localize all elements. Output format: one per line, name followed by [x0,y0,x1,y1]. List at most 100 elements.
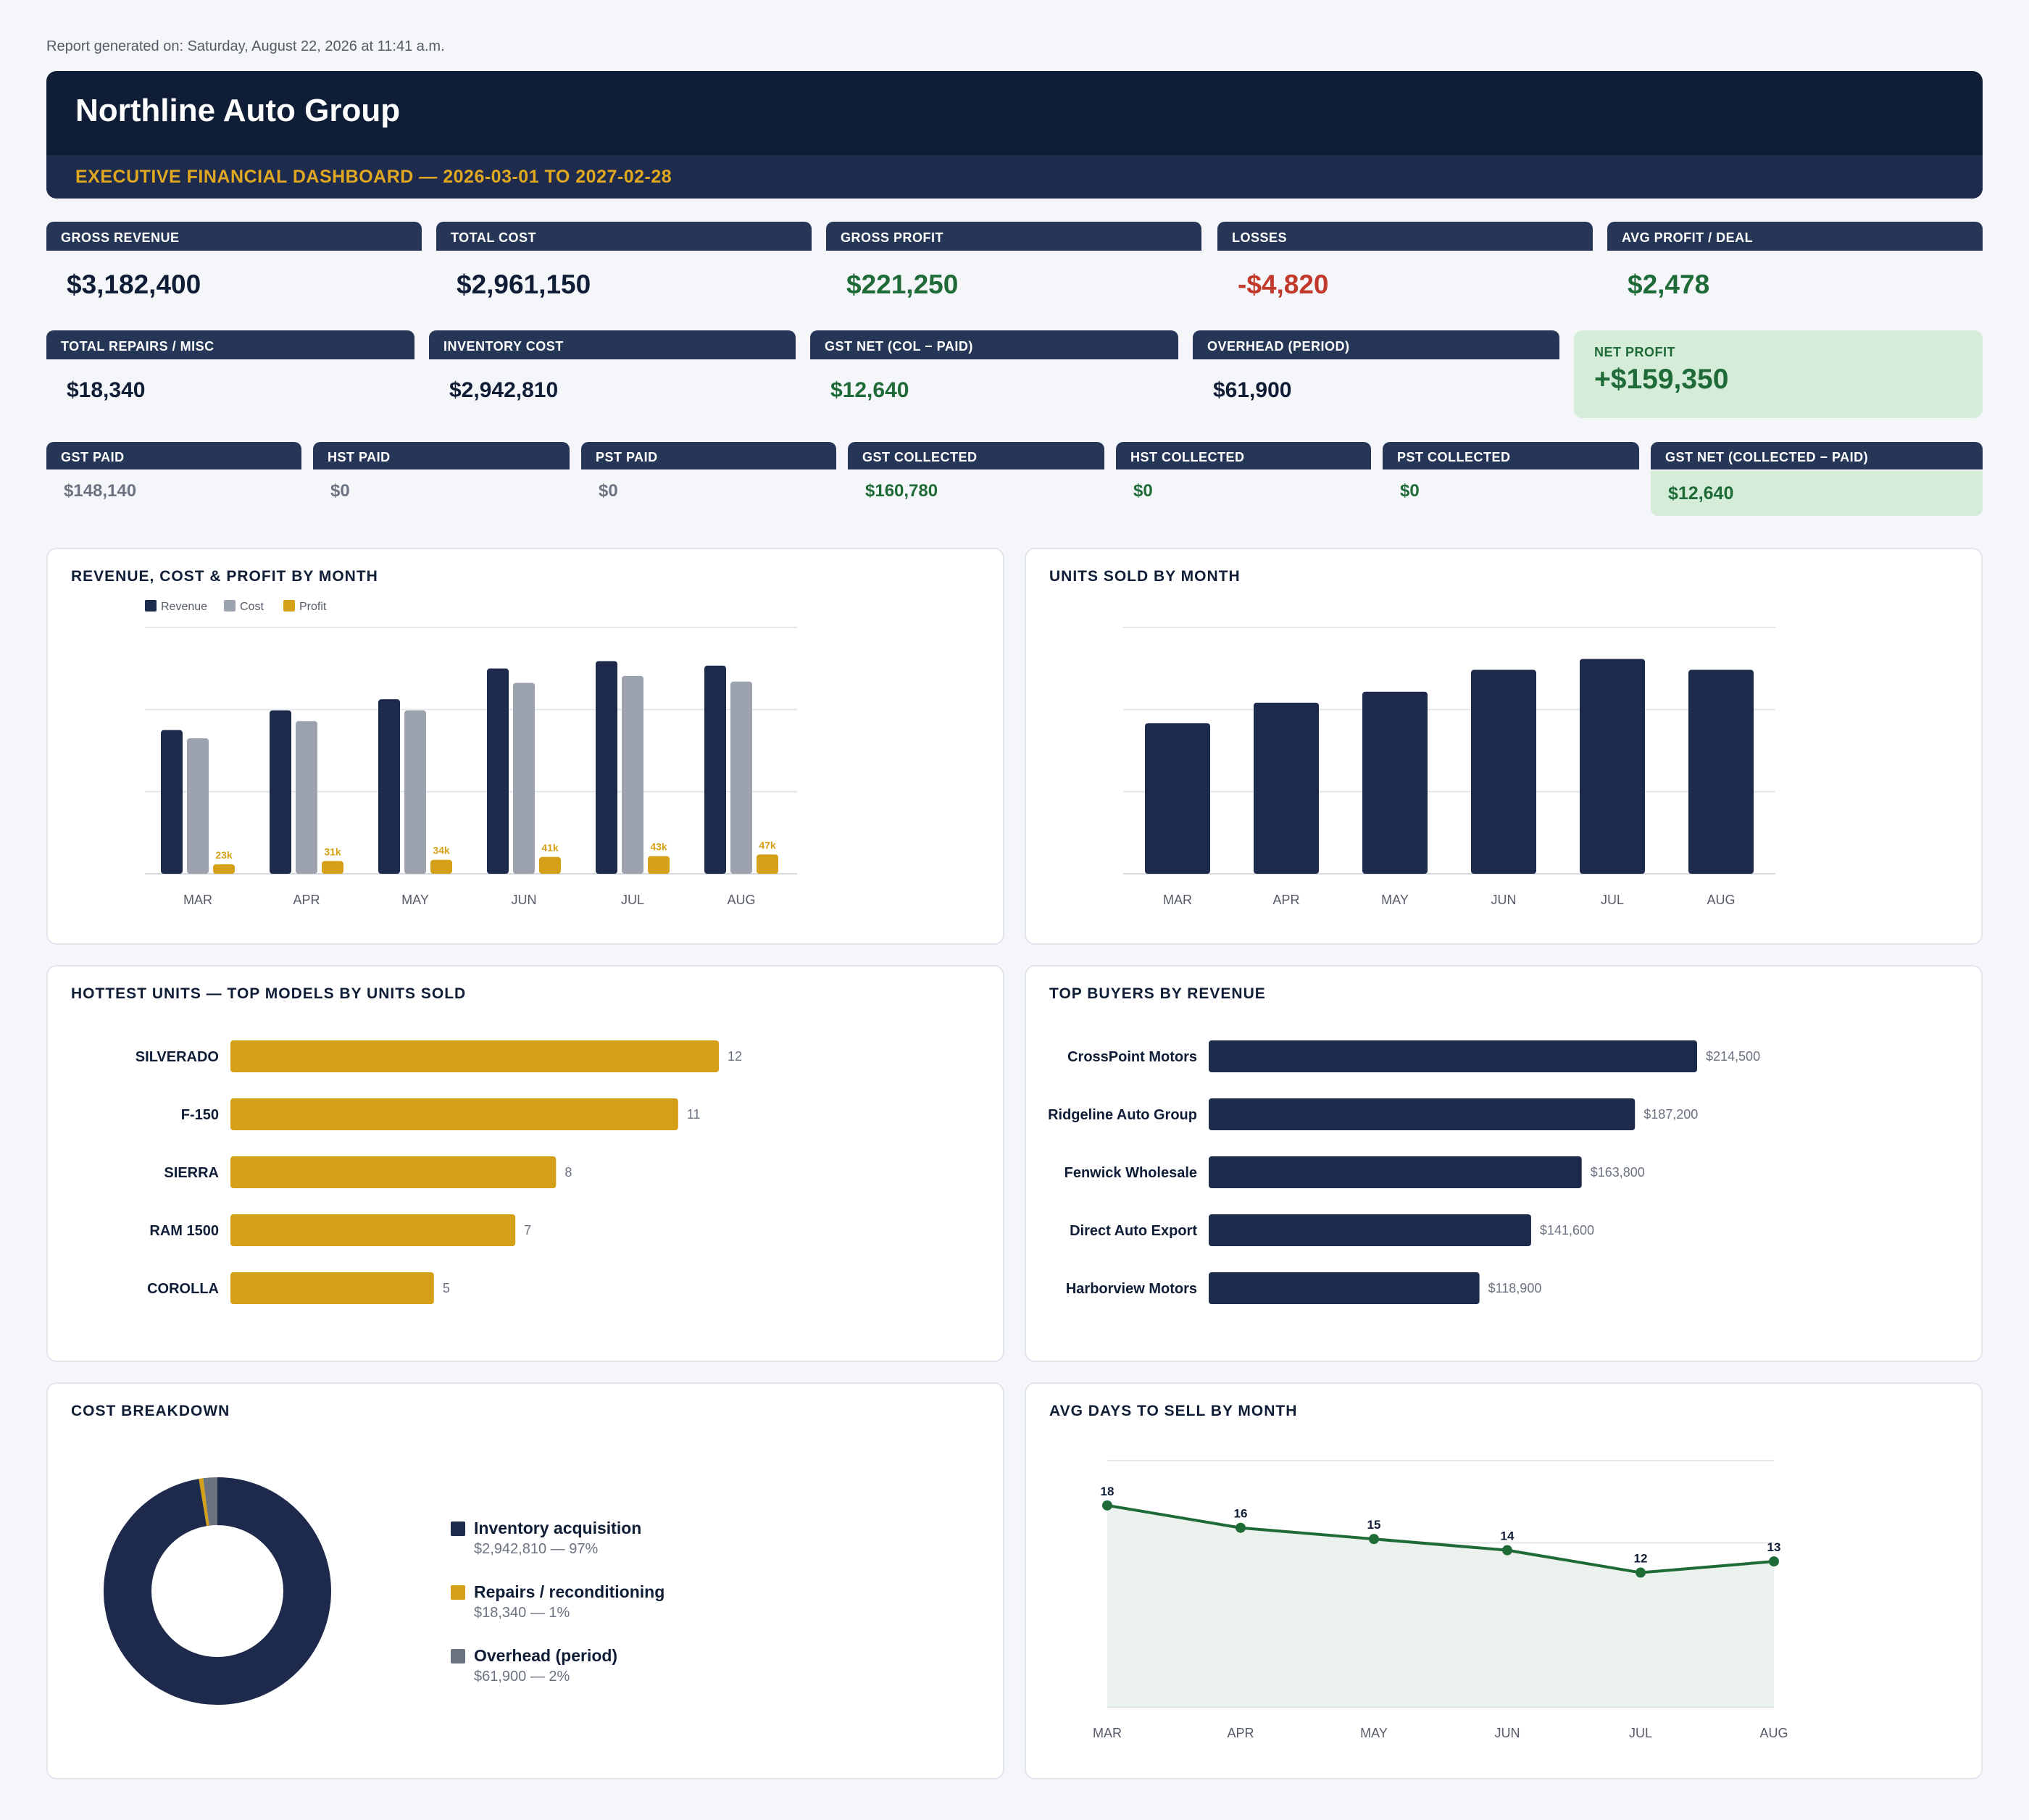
chart-title: AVG DAYS TO SELL BY MONTH [1049,1403,1298,1419]
bar-profit [430,859,452,874]
bar-profit [213,864,235,874]
hbar [230,1156,557,1188]
data-point [1502,1545,1512,1556]
kpi-label: INVENTORY COST [429,330,796,359]
bar-profit [539,856,561,874]
bar-units [1145,723,1210,874]
top-buyers-chart: CrossPoint Motors $214,500 Ridgeline Auto … [1048,1040,1760,1304]
legend-swatch [451,1585,465,1600]
kpi-value: $2,961,150 [457,270,591,299]
kpi-label: TOTAL REPAIRS / MISC [46,330,414,359]
revenue-cost-profit-card: Revenue Cost Profit 23k MAR 31k APR 34k MAY 41k JU… [46,548,1004,945]
x-tick-label: AUG [1759,1726,1788,1740]
kpi-label: GROSS REVENUE [46,222,422,251]
kpi-value: $18,340 [67,378,146,402]
data-label: 16 [1234,1507,1248,1521]
bar-revenue [161,730,183,874]
x-tick-label: APR [1272,893,1299,907]
legend-label-revenue: Revenue [161,601,207,613]
value-label: 12 [728,1049,742,1064]
units-sold-chart: MAR APR MAY JUN JUL AUG [1123,627,1775,907]
kpi-gst-net: GST NET (COL − PAID) $12,640 [810,330,1178,403]
dashboard-header: Northline Auto Group EXECUTIVE FINANCIAL… [46,71,1983,199]
x-tick-label: AUG [727,893,755,907]
category-label: F-150 [181,1107,219,1123]
x-tick-label: AUG [1707,893,1735,907]
bar-cost [187,738,209,874]
bar-revenue [487,668,509,874]
hottest-units-card: SILVERADO 12 F-150 11 SIERRA 8 RAM 1500 7 COROLL… [46,965,1004,1362]
bar-revenue [704,665,726,874]
data-label: 31k [324,846,341,857]
kpi-avg-profit-deal: AVG PROFIT / DEAL $2,478 [1607,222,1983,300]
category-label: Fenwick Wholesale [1065,1165,1197,1181]
value-label: 11 [687,1107,701,1122]
kpi-hst-collected: HST COLLECTED $0 [1116,442,1371,501]
kpi-pst-paid: PST PAID $0 [581,442,836,501]
legend-swatch-profit [283,600,295,611]
kpi-value: $2,942,810 [449,378,559,402]
hbar [230,1040,719,1072]
kpi-value: $3,182,400 [67,270,201,299]
series-line [1107,1503,1775,1574]
data-point [1636,1567,1646,1578]
x-tick-label: MAR [1163,893,1192,907]
chart-title: TOP BUYERS BY REVENUE [1049,985,1266,1002]
value-label: 7 [524,1223,531,1237]
kpi-label: LOSSES [1217,222,1593,251]
hbar [1209,1214,1531,1246]
kpi-label: GST PAID [46,442,301,469]
kpi-value: $12,640 [830,378,909,402]
legend-swatch-cost [224,600,236,611]
x-tick-label: MAR [183,893,212,907]
x-tick-label: JUL [1601,893,1624,907]
x-tick-label: JUN [1491,893,1517,907]
value-label: $118,900 [1488,1281,1542,1295]
value-label: $187,200 [1643,1107,1698,1122]
kpi-overhead: OVERHEAD (PERIOD) $61,900 [1193,330,1559,403]
kpi-gst-net-collected-paid: GST NET (COLLECTED − PAID) [1651,442,1983,469]
company-title: Northline Auto Group [75,93,401,128]
legend-name: Inventory acquisition [474,1519,642,1537]
hbar [1209,1098,1636,1130]
kpi-total-repairs: TOTAL REPAIRS / MISC $18,340 [46,330,414,403]
bar-units [1254,702,1319,874]
bar-revenue [378,699,400,874]
x-tick-label: JUN [512,893,537,907]
hbar [230,1098,678,1130]
x-tick-label: MAY [1381,893,1409,907]
legend-name: Overhead (period) [474,1646,618,1665]
data-label: 14 [1501,1529,1515,1543]
kpi-value: $0 [1400,481,1420,501]
kpi-value: $0 [599,481,618,501]
kpi-value: -$4,820 [1238,270,1329,299]
legend-label-cost: Cost [240,601,264,613]
data-label: 13 [1767,1540,1781,1554]
kpi-value: $12,640 [1668,483,1734,504]
legend-label-profit: Profit [299,601,327,613]
data-label: 43k [650,841,667,853]
x-tick-label: MAY [1360,1726,1388,1740]
hbar [230,1272,434,1304]
kpi-value: $0 [330,481,350,501]
bar-units [1471,669,1536,874]
x-tick-label: JUL [621,893,644,907]
value-label: 8 [564,1165,572,1180]
data-label: 23k [215,849,233,861]
value-label: $214,500 [1706,1049,1760,1064]
kpi-label: GST NET (COL − PAID) [810,330,1178,359]
kpi-hst-paid: HST PAID $0 [313,442,570,501]
area-fill [1107,1505,1774,1707]
legend-swatch [451,1649,465,1664]
bar-cost [404,710,426,874]
bar-units [1688,669,1754,874]
bar-cost [296,721,317,874]
value-label: $163,800 [1591,1165,1645,1180]
kpi-inventory-cost: INVENTORY COST $2,942,810 [429,330,796,403]
bar-profit [322,861,343,874]
kpi-value: $221,250 [846,270,959,299]
hbar [230,1214,516,1246]
x-tick-label: MAR [1093,1726,1122,1740]
legend-detail: $18,340 — 1% [474,1605,570,1621]
data-point [1236,1522,1246,1533]
